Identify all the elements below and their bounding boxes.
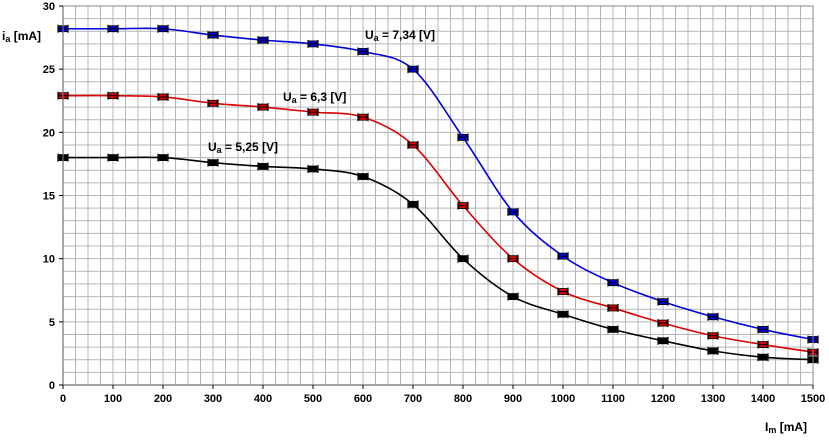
x-tick-label: 600 (354, 393, 372, 405)
x-tick-label: 1200 (651, 393, 675, 405)
data-point (407, 200, 419, 209)
data-point (157, 24, 169, 33)
data-point (757, 353, 769, 362)
data-point (607, 278, 619, 287)
y-tick-label: 25 (43, 64, 55, 76)
y-tick-label: 10 (43, 254, 55, 266)
grid (62, 5, 814, 386)
data-point (757, 325, 769, 334)
data-point (507, 292, 519, 301)
tick-labels: 0 100 200 300 400 500 600 700 800 900 1000 1100 1200… (43, 1, 825, 405)
y-tick-label: 5 (49, 317, 55, 329)
x-tick-label: 1300 (701, 393, 725, 405)
data-point (607, 325, 619, 334)
data-point (507, 254, 519, 263)
x-tick-label: 500 (304, 393, 322, 405)
x-tick-label: 0 (60, 393, 66, 405)
data-point (157, 153, 169, 162)
x-tick-label: 200 (154, 393, 172, 405)
data-point (457, 133, 469, 142)
x-tick-label: 100 (104, 393, 122, 405)
x-tick-label: 700 (404, 393, 422, 405)
y-tick-label: 30 (43, 1, 55, 13)
y-tick-label: 15 (43, 191, 55, 203)
data-point (507, 207, 519, 216)
data-point (657, 336, 669, 345)
series-label-6-3: Ua = 6,3 [V] (283, 90, 346, 105)
data-point (557, 287, 569, 296)
data-point (207, 31, 219, 40)
x-tick-label: 1500 (801, 393, 825, 405)
x-tick-label: 1100 (601, 393, 625, 405)
x-tick-label: 300 (204, 393, 222, 405)
data-point (107, 24, 119, 33)
data-point (657, 297, 669, 306)
data-point (707, 312, 719, 321)
data-point (207, 99, 219, 108)
data-point (107, 91, 119, 100)
series-label-5-25: Ua = 5,25 [V] (208, 140, 278, 155)
data-point (307, 39, 319, 48)
y-axis-title: ia [mA] (2, 29, 41, 44)
series-line-2 (63, 156, 814, 361)
data-point (257, 162, 269, 171)
data-point (307, 164, 319, 173)
data-point (657, 319, 669, 328)
data-point (307, 108, 319, 117)
series-line-0 (63, 27, 814, 341)
series-line-1 (62, 94, 814, 353)
data-point (107, 153, 119, 162)
x-tick-label: 900 (504, 393, 522, 405)
x-tick-label: 1400 (751, 393, 775, 405)
series-group (57, 24, 819, 364)
data-point (257, 103, 269, 112)
data-point (357, 172, 369, 181)
x-tick-label: 800 (454, 393, 472, 405)
data-point (707, 331, 719, 340)
data-point (207, 158, 219, 167)
y-tick-label: 20 (43, 127, 55, 139)
data-point (357, 113, 369, 122)
data-point (557, 310, 569, 319)
data-point (407, 65, 419, 74)
y-tick-label: 0 (49, 380, 55, 392)
data-point (457, 201, 469, 210)
x-axis-title: Im [mA] (765, 420, 807, 435)
data-point (257, 36, 269, 45)
data-point (407, 140, 419, 149)
data-point (557, 252, 569, 261)
data-point (157, 92, 169, 101)
data-point (357, 47, 369, 56)
series-label-7-34: Ua = 7,34 [V] (365, 28, 435, 43)
data-point (757, 340, 769, 349)
x-tick-label: 400 (254, 393, 272, 405)
x-tick-label: 1000 (551, 393, 575, 405)
data-point (457, 254, 469, 263)
data-point (707, 346, 719, 355)
data-point (607, 303, 619, 312)
